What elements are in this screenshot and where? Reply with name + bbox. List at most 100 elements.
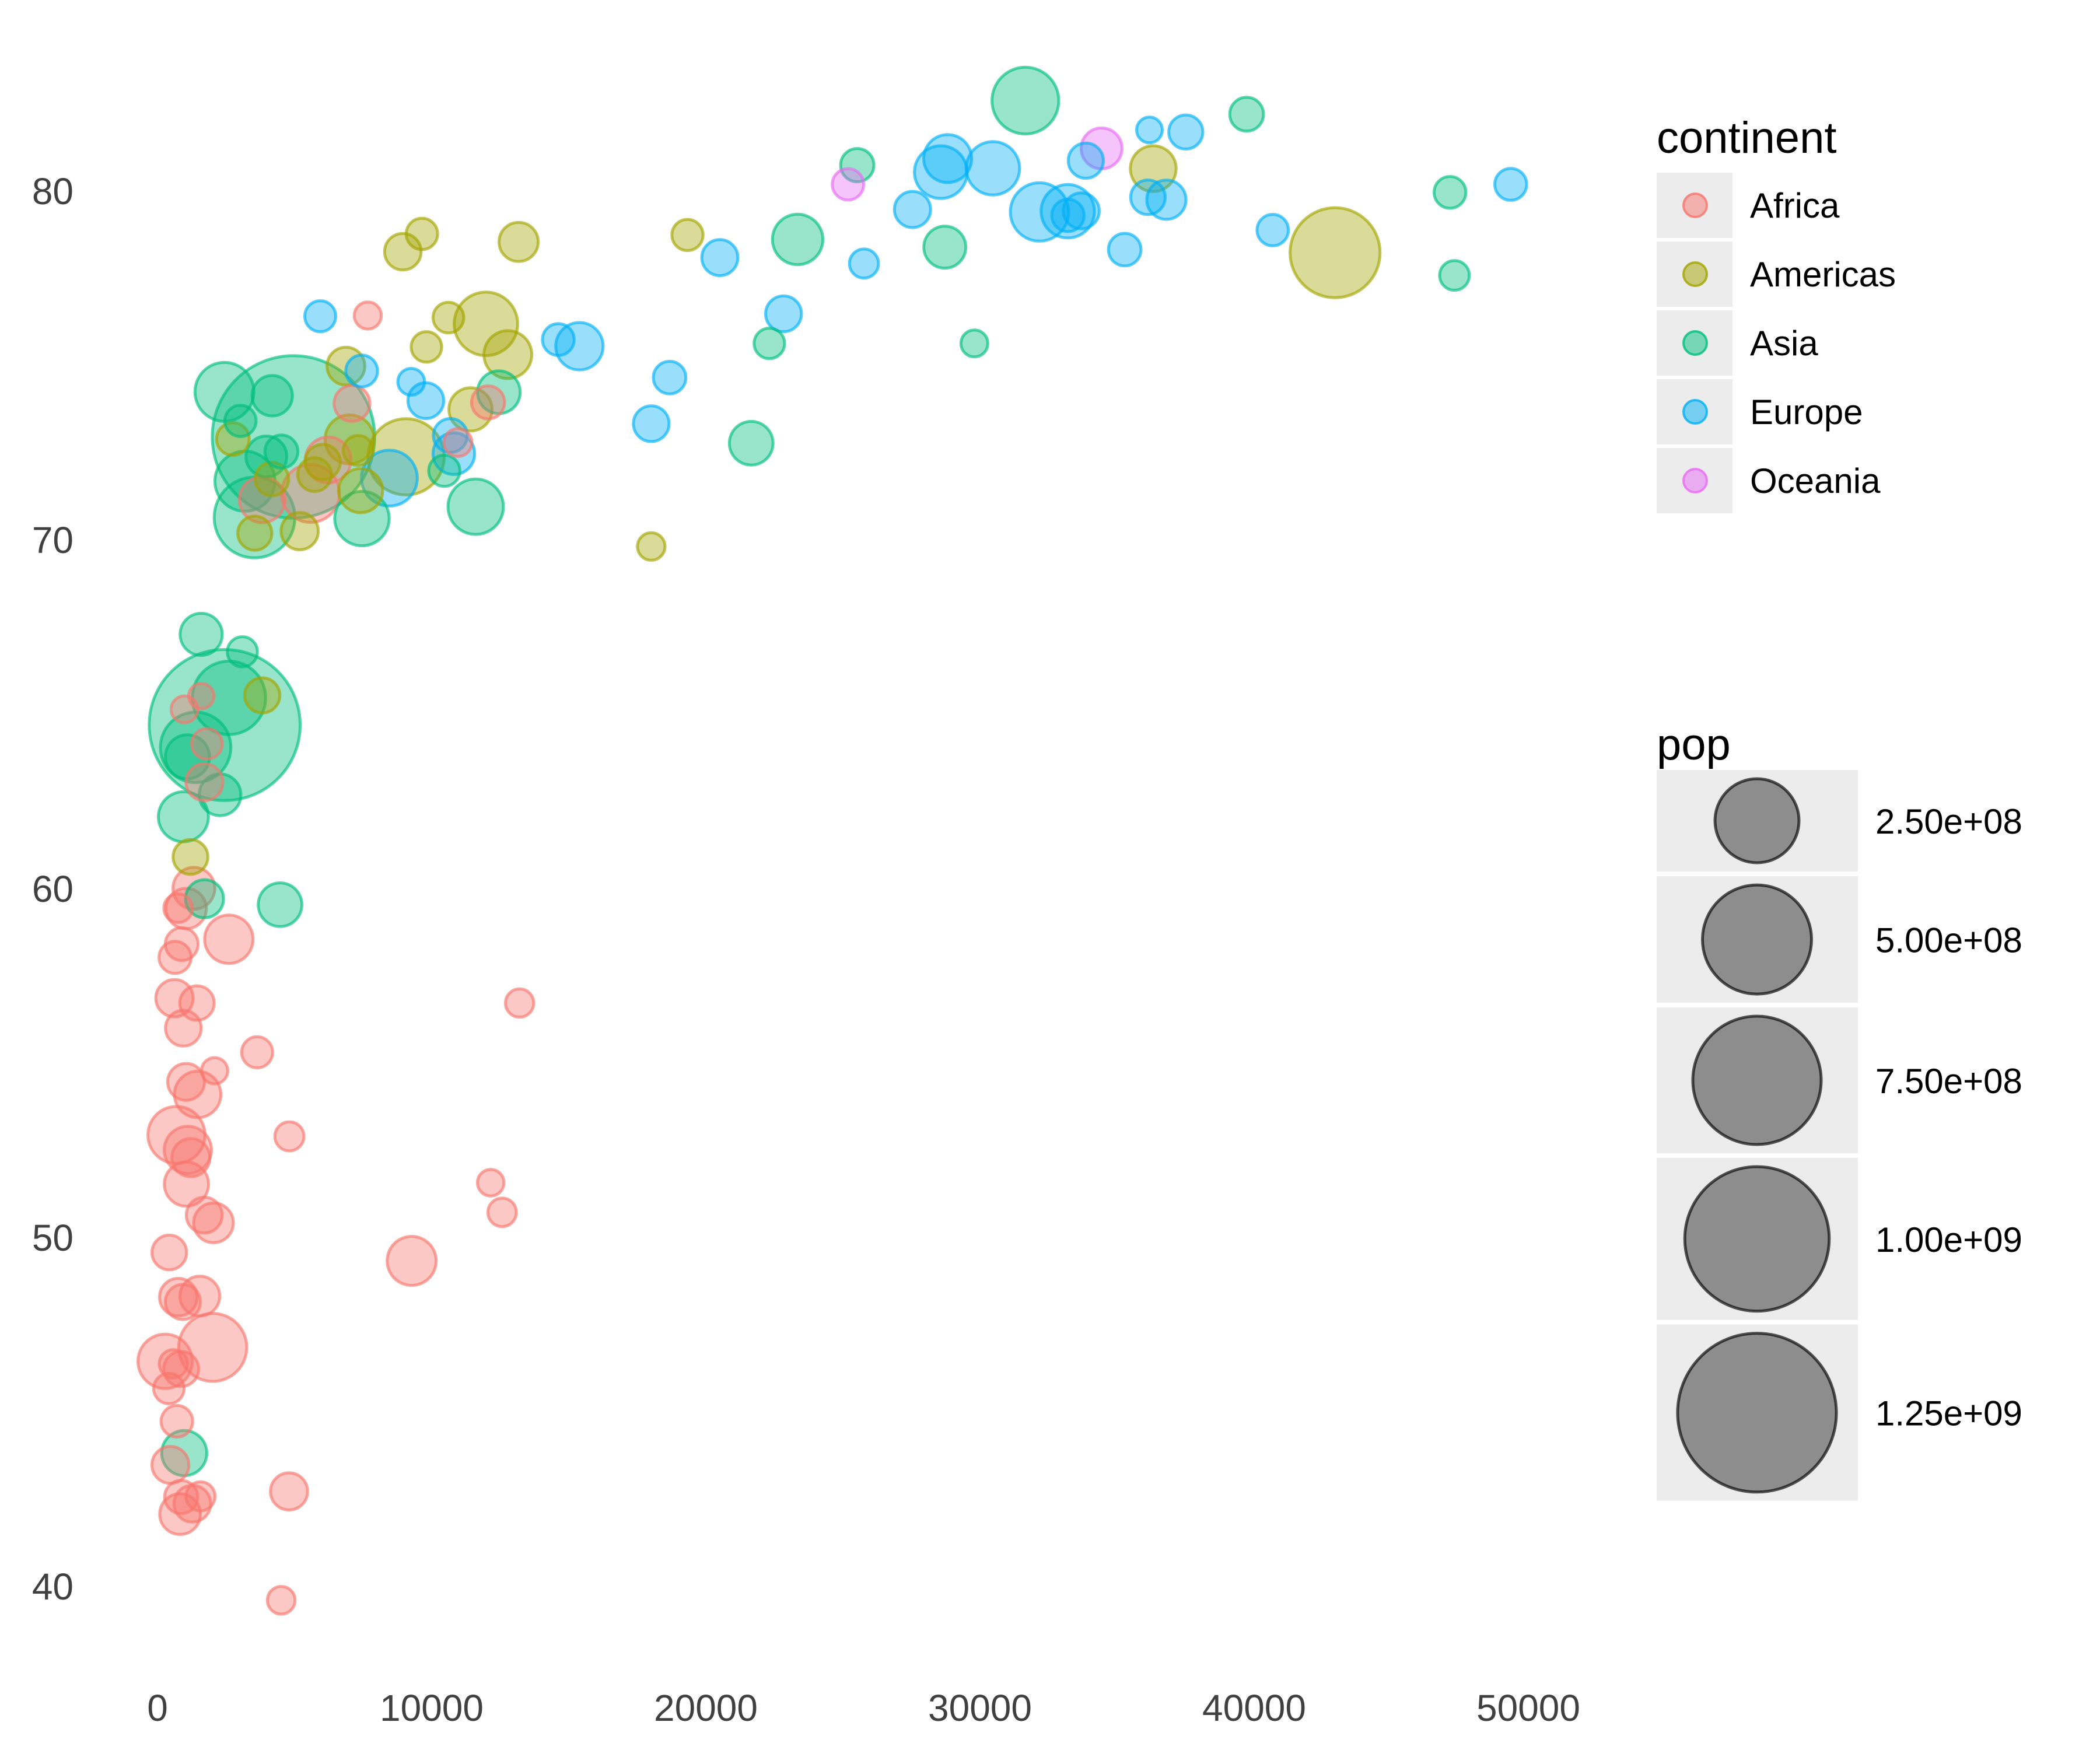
data-point — [184, 1480, 217, 1513]
data-point — [386, 1235, 438, 1287]
data-point — [922, 133, 974, 184]
data-point — [1493, 167, 1528, 202]
data-point — [170, 1137, 212, 1178]
oceania-legend-dot-icon — [1682, 468, 1708, 494]
data-point — [152, 1371, 186, 1405]
data-point — [470, 384, 506, 421]
legend-item-label: Americas — [1750, 255, 1896, 294]
data-point — [200, 1056, 229, 1086]
data-point — [1050, 198, 1086, 233]
data-point — [163, 1160, 211, 1208]
data-point — [296, 456, 333, 493]
data-point — [1433, 175, 1468, 210]
europe-legend-dot-icon — [1682, 399, 1708, 425]
data-point — [1107, 232, 1143, 268]
data-point — [1066, 141, 1105, 180]
data-point — [700, 238, 740, 278]
data-point — [159, 1404, 194, 1439]
data-point — [410, 330, 443, 364]
data-point — [332, 384, 372, 423]
data-point — [1129, 178, 1167, 216]
data-point — [1289, 206, 1382, 299]
data-point — [154, 978, 195, 1019]
data-point — [163, 1283, 202, 1321]
data-point — [352, 300, 383, 331]
data-point — [453, 290, 519, 358]
data-point — [250, 374, 294, 418]
data-point — [383, 232, 423, 272]
pop-size-dot-icon — [1701, 883, 1813, 996]
data-point — [959, 328, 989, 359]
pop-size-dot-icon — [1691, 1014, 1823, 1146]
data-point — [162, 892, 194, 924]
y-tick-label: 50 — [32, 1217, 74, 1259]
data-point — [172, 838, 209, 876]
legend-item-label: 2.50e+08 — [1875, 802, 2022, 841]
y-tick-label: 60 — [32, 868, 74, 910]
pop-legend: pop 2.50e+08 5.00e+08 7.50e+08 1.00e+09 1.25… — [1657, 720, 2022, 1501]
data-point — [253, 461, 290, 498]
data-point — [150, 1233, 188, 1272]
asia-legend-dot-icon — [1682, 330, 1708, 356]
data-point — [243, 676, 282, 715]
data-point — [273, 1120, 306, 1153]
data-point — [404, 216, 439, 251]
data-point — [1228, 96, 1265, 133]
data-point — [839, 147, 876, 184]
x-tick-label: 50000 — [1476, 1687, 1580, 1729]
data-point — [257, 881, 304, 928]
data-point — [652, 359, 688, 396]
data-point — [636, 531, 667, 562]
data-point — [442, 427, 474, 458]
data-point — [158, 940, 193, 975]
americas-legend-dot-icon — [1682, 261, 1708, 287]
data-point — [184, 762, 225, 803]
data-point — [265, 1585, 297, 1616]
data-point — [632, 404, 671, 443]
data-point — [341, 434, 375, 467]
data-point — [215, 421, 251, 457]
data-point — [431, 300, 466, 335]
data-point — [190, 727, 224, 761]
pop-size-dot-icon — [1683, 1165, 1831, 1313]
pop-legend-title: pop — [1657, 720, 1731, 769]
data-point — [150, 1445, 191, 1485]
data-point — [541, 322, 576, 357]
x-tick-label: 20000 — [654, 1687, 758, 1729]
data-point — [337, 467, 384, 514]
points-layer — [136, 65, 1528, 1616]
legend-key-box — [1657, 770, 1858, 872]
africa-legend-dot-icon — [1682, 192, 1708, 218]
continent-legend-title: continent — [1657, 113, 1836, 163]
data-point — [163, 1125, 213, 1175]
x-tick-label: 30000 — [928, 1687, 1032, 1729]
data-point — [263, 433, 300, 470]
data-point — [240, 1035, 274, 1070]
x-axis: 0 10000 20000 30000 40000 50000 — [147, 1687, 1580, 1729]
data-point — [892, 190, 932, 229]
data-point — [752, 327, 786, 360]
legend-key-box — [1657, 1324, 1858, 1501]
data-point — [764, 294, 803, 334]
data-point — [831, 167, 866, 202]
data-point — [964, 140, 1021, 197]
data-point — [303, 299, 337, 334]
data-point — [236, 514, 274, 552]
data-point — [848, 247, 880, 280]
y-tick-label: 70 — [32, 519, 74, 561]
data-point — [486, 1196, 518, 1228]
data-point — [178, 611, 224, 657]
continent-legend: continent Africa Americas Asia Europe Oceani… — [1657, 113, 1896, 513]
data-point — [158, 1277, 199, 1318]
data-point — [476, 1168, 506, 1198]
data-point — [1167, 113, 1205, 151]
data-point — [223, 404, 258, 438]
data-point — [203, 914, 255, 965]
data-point — [1009, 181, 1070, 243]
x-tick-label: 0 — [147, 1687, 168, 1729]
data-point — [184, 878, 225, 919]
data-point — [482, 329, 534, 380]
data-point — [279, 511, 320, 551]
legend-item-label: 7.50e+08 — [1875, 1062, 2022, 1101]
